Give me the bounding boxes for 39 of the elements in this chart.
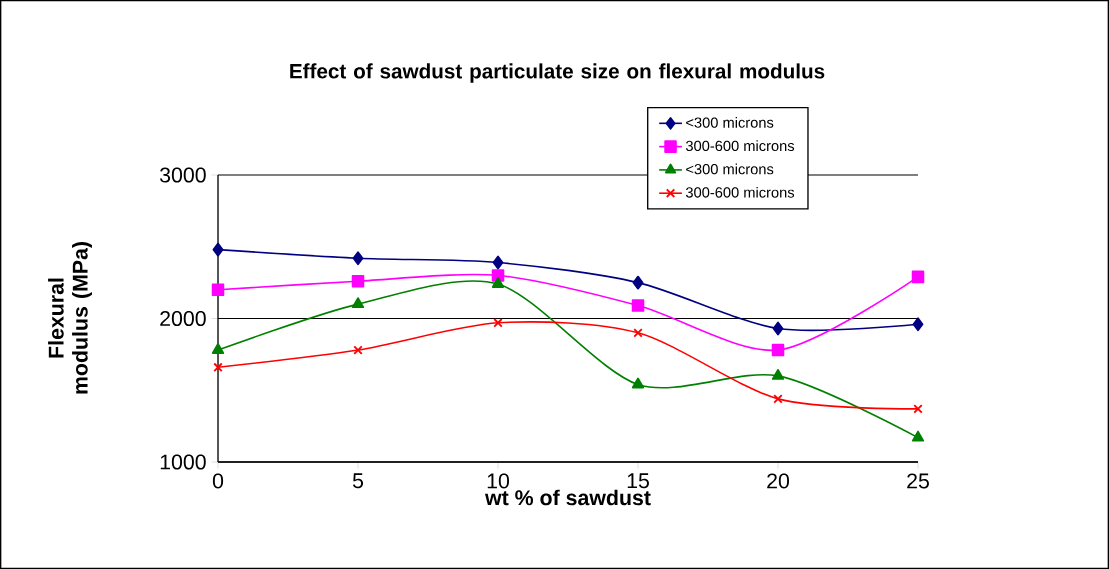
x-tick-label: 10 <box>487 473 510 489</box>
point <box>633 328 643 338</box>
point <box>211 283 225 297</box>
x-tick-label: 25 <box>907 473 929 489</box>
point <box>212 242 224 257</box>
point <box>631 299 645 312</box>
point <box>352 251 364 266</box>
point <box>493 318 503 328</box>
point <box>351 274 365 288</box>
y-tick-label: 1000 <box>160 454 206 470</box>
point <box>632 275 644 290</box>
x-axis-title: wt % of sawdust <box>484 489 651 506</box>
point <box>353 345 363 355</box>
legend-label: 300-600 microns <box>685 186 795 198</box>
point <box>351 297 365 309</box>
point <box>631 377 645 389</box>
y-tick-label: 3000 <box>159 167 206 183</box>
legend-label: <300 microns <box>686 117 774 128</box>
legend-label: <300 microns <box>686 163 774 175</box>
x-tick-label: 5 <box>352 473 364 489</box>
point <box>492 255 504 270</box>
point <box>912 317 924 332</box>
x-tick-label: 15 <box>627 473 649 489</box>
x-tick-label: 20 <box>767 473 790 489</box>
point <box>771 343 785 357</box>
y-axis-title: Flexural modulus (MPa) <box>48 242 92 394</box>
y-tick-label: 2000 <box>160 310 206 327</box>
point <box>911 430 925 442</box>
point <box>773 394 783 404</box>
point <box>772 321 784 336</box>
point <box>771 368 785 380</box>
legend-label: 300-600 microns <box>685 140 795 152</box>
point <box>913 404 923 414</box>
point <box>911 270 925 284</box>
point <box>213 362 223 372</box>
x-tick-label: 0 <box>212 473 224 489</box>
chart-title: Effect of sawdust particulate size on flexural modulus <box>290 63 825 83</box>
point <box>211 343 225 355</box>
point <box>491 277 505 288</box>
